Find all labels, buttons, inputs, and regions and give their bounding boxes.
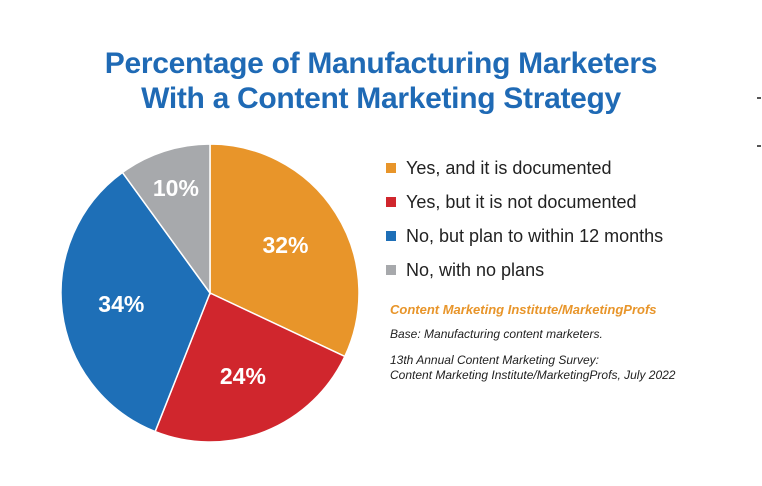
legend-item-not-documented: Yes, but it is not documented [386,185,756,219]
legend-swatch [386,197,396,207]
survey-line-1: 13th Annual Content Marketing Survey: [390,353,600,367]
pie-slice-no-plans [121,143,211,296]
legend-swatch [386,231,396,241]
legend-label: No, with no plans [406,259,545,280]
chart-legend: Yes, and it is documented Yes, but it is… [386,151,756,287]
legend-swatch [386,163,396,173]
legend-item-documented: Yes, and it is documented [386,151,756,185]
legend-label: No, but plan to within 12 months [406,225,664,246]
source-title: Content Marketing Institute/MarketingPro… [390,302,657,317]
pie-label-not-documented: 24% [220,363,266,389]
pie-label-documented: 32% [262,232,308,258]
survey-note: 13th Annual Content Marketing Survey: Co… [390,353,750,383]
chart-title-line-2: With a Content Marketing Strategy [141,82,621,115]
legend-item-no-plans: No, with no plans [386,253,756,287]
source-notes: Content Marketing Institute/MarketingPro… [390,302,750,383]
base-note: Base: Manufacturing content marketers. [390,327,603,341]
pie-label-no-plans: 10% [153,175,199,201]
legend-item-plan-12-months: No, but plan to within 12 months [386,219,756,253]
edge-artifact-mark [757,145,761,147]
pie-slice-not-documented [154,291,346,443]
chart-title-line-1: Percentage of Manufacturing Marketers [104,47,658,80]
chart-title: Percentage of Manufacturing Marketers Wi… [0,46,762,116]
pie-label-plan-12-months: 34% [98,291,144,317]
pie-slice-documented [209,143,360,358]
survey-line-2: Content Marketing Institute/MarketingPro… [390,368,676,382]
legend-swatch [386,265,396,275]
legend-label: Yes, but it is not documented [406,191,637,212]
edge-artifact-mark [757,97,761,99]
pie-slice-plan-12-months [60,171,211,433]
legend-label: Yes, and it is documented [406,157,612,178]
